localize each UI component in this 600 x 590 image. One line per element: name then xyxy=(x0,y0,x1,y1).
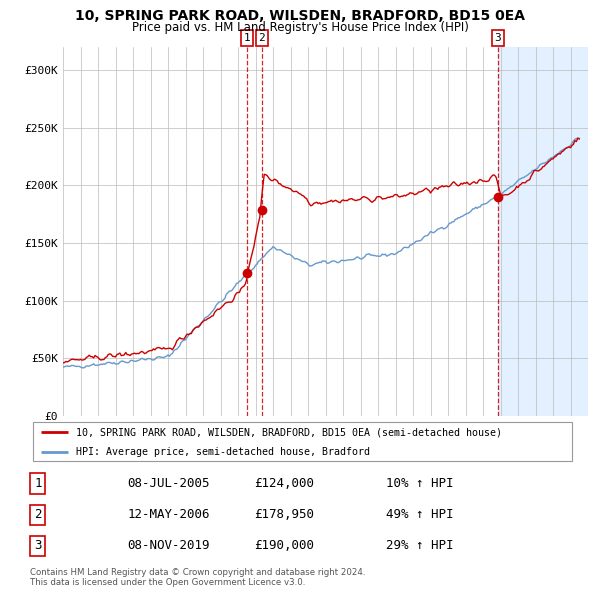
Text: 08-JUL-2005: 08-JUL-2005 xyxy=(127,477,210,490)
Bar xyxy=(498,47,588,416)
Text: 3: 3 xyxy=(34,539,41,552)
Text: 12-MAY-2006: 12-MAY-2006 xyxy=(127,508,210,522)
Text: Contains HM Land Registry data © Crown copyright and database right 2024.
This d: Contains HM Land Registry data © Crown c… xyxy=(30,568,365,587)
Text: 49% ↑ HPI: 49% ↑ HPI xyxy=(386,508,454,522)
Text: 1: 1 xyxy=(244,33,250,43)
Text: 2: 2 xyxy=(34,508,41,522)
Text: 10% ↑ HPI: 10% ↑ HPI xyxy=(386,477,454,490)
Text: 10, SPRING PARK ROAD, WILSDEN, BRADFORD, BD15 0EA: 10, SPRING PARK ROAD, WILSDEN, BRADFORD,… xyxy=(75,9,525,23)
Text: HPI: Average price, semi-detached house, Bradford: HPI: Average price, semi-detached house,… xyxy=(76,447,370,457)
Text: £178,950: £178,950 xyxy=(254,508,314,522)
Text: 2: 2 xyxy=(259,33,265,43)
Text: £124,000: £124,000 xyxy=(254,477,314,490)
Text: Price paid vs. HM Land Registry's House Price Index (HPI): Price paid vs. HM Land Registry's House … xyxy=(131,21,469,34)
Text: 10, SPRING PARK ROAD, WILSDEN, BRADFORD, BD15 0EA (semi-detached house): 10, SPRING PARK ROAD, WILSDEN, BRADFORD,… xyxy=(76,427,502,437)
Text: 1: 1 xyxy=(34,477,41,490)
Text: 29% ↑ HPI: 29% ↑ HPI xyxy=(386,539,454,552)
Text: 08-NOV-2019: 08-NOV-2019 xyxy=(127,539,210,552)
Text: 3: 3 xyxy=(494,33,502,43)
Text: £190,000: £190,000 xyxy=(254,539,314,552)
FancyBboxPatch shape xyxy=(33,422,572,461)
